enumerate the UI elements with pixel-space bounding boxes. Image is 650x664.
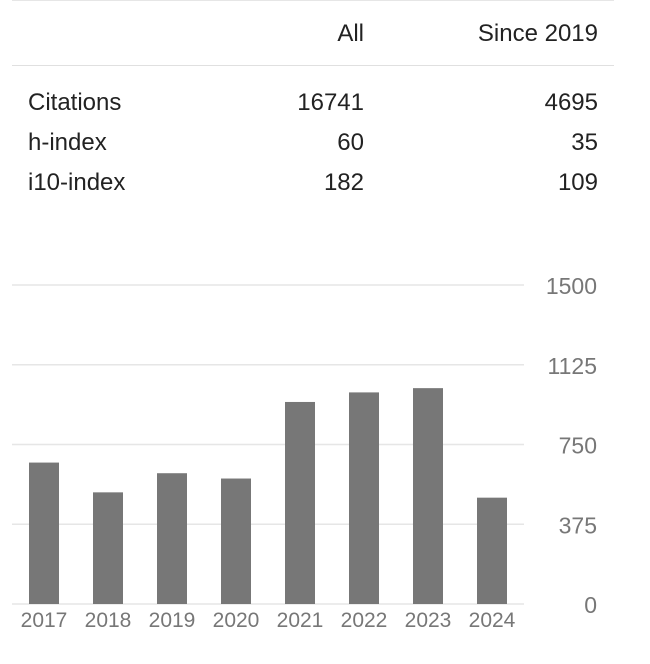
metric-value-since: 109 xyxy=(557,169,598,196)
x-tick-label[interactable]: 2017 xyxy=(21,609,68,632)
bar-2022[interactable] xyxy=(349,392,379,604)
stats-row-citations: Citations 16741 4695 xyxy=(12,88,614,128)
x-tick-label[interactable]: 2022 xyxy=(341,609,388,632)
x-tick-label[interactable]: 2019 xyxy=(149,609,196,632)
citation-stats-table: All Since 2019 Citations 16741 4695 h-in… xyxy=(12,0,614,196)
y-tick-label: 1125 xyxy=(548,353,597,379)
bar-2019[interactable] xyxy=(157,473,187,604)
bar-2020[interactable] xyxy=(221,478,251,604)
column-header-since[interactable]: Since 2019 xyxy=(477,20,598,47)
bar-2024[interactable] xyxy=(477,497,507,604)
metric-value-since: 4695 xyxy=(544,89,598,116)
metric-label[interactable]: h-index xyxy=(28,129,107,156)
x-tick-label[interactable]: 2023 xyxy=(405,609,452,632)
stats-row-i10-index: i10-index 182 109 xyxy=(12,168,614,208)
citations-per-year-chart: 0 375 750 1125 1500 2017 2018 2019 2020 2021 2022 2… xyxy=(0,250,650,650)
stats-row-h-index: h-index 60 35 xyxy=(12,128,614,168)
citations-bar-chart-svg: 0 375 750 1125 1500 2017 2018 2019 2020 2021 2022 2… xyxy=(12,273,597,632)
column-header-all[interactable]: All xyxy=(337,20,364,47)
x-tick-label[interactable]: 2021 xyxy=(277,609,324,632)
bar-2023[interactable] xyxy=(413,388,443,604)
bar-2021[interactable] xyxy=(285,401,315,604)
stats-table-header: All Since 2019 xyxy=(12,0,614,66)
x-tick-label[interactable]: 2020 xyxy=(213,609,260,632)
y-tick-label: 0 xyxy=(584,592,597,618)
metric-value-all: 60 xyxy=(337,129,364,156)
metric-value-since: 35 xyxy=(571,129,598,156)
y-tick-label: 1500 xyxy=(546,273,597,299)
bar-2018[interactable] xyxy=(93,492,123,604)
metric-label[interactable]: i10-index xyxy=(28,169,126,196)
y-tick-label: 750 xyxy=(559,433,597,459)
metric-value-all: 182 xyxy=(323,169,364,196)
y-tick-label: 375 xyxy=(559,512,597,538)
bar-2017[interactable] xyxy=(29,462,59,604)
x-tick-label[interactable]: 2018 xyxy=(85,609,132,632)
metric-label[interactable]: Citations xyxy=(28,89,122,116)
x-tick-label[interactable]: 2024 xyxy=(469,609,516,632)
metric-value-all: 16741 xyxy=(297,89,364,116)
